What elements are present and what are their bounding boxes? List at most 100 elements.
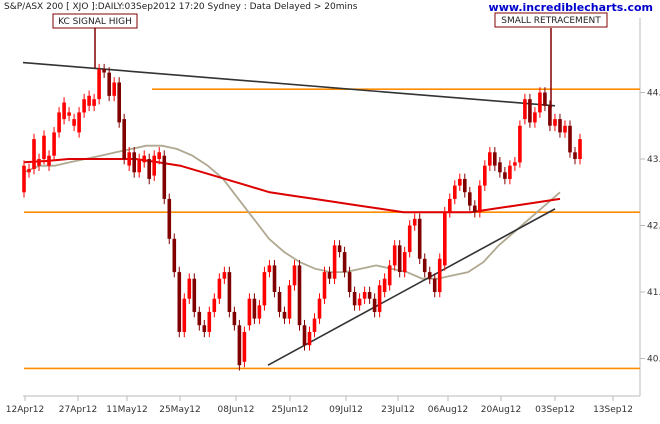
annotation-label: SMALL RETRACEMENT [501,16,601,26]
candle-body [368,292,372,299]
candle-body [488,152,492,165]
candle-body [163,156,167,199]
candle-body [137,159,141,172]
candle-body [553,119,557,126]
candle-body [478,186,482,213]
horizontal-levels [24,89,640,368]
x-tick-label: 06Aug12 [428,405,468,415]
candle-body [102,69,106,72]
candle-body [308,332,312,345]
candle-body [183,299,187,332]
instrument-header: S&P/ASX 200 [ XJO ]:DAILY:03Sep2012 17:2… [4,2,358,12]
candle-body [393,245,397,265]
candle-body [42,136,46,159]
candle-body [67,112,71,115]
candle-body [27,169,31,172]
candle-body [92,99,96,106]
y-axis-ticks: 44.00 43.00 42.00 41.00 40.00 [640,89,660,365]
x-tick-label: 20Aug12 [481,405,521,415]
candle-body [578,139,582,159]
candle-body [288,285,292,318]
candle-body [573,152,577,159]
candle-body [157,152,161,159]
y-tick-label: 41.00 [647,288,660,298]
candle-body [147,159,151,179]
candle-body [498,162,502,172]
brand-link[interactable]: www.incrediblecharts.com [489,1,653,14]
candle-body [388,265,392,285]
candle-body [203,325,207,332]
candle-body [533,112,537,122]
trend-line [23,63,555,106]
candle-body [97,69,101,99]
candle-body [258,305,262,318]
candle-body [313,319,317,332]
kc-signal-high-annotation: KC SIGNAL HIGH [53,14,137,68]
candle-body [528,99,532,122]
candle-body [22,166,26,193]
candle-body [193,279,197,312]
candle-body [303,325,307,345]
candle-body [513,162,517,165]
candle-body [32,139,36,169]
candle-body [293,265,297,285]
y-tick-label: 43.00 [647,155,660,165]
y-tick-label: 40.00 [647,355,660,365]
candle-body [413,219,417,226]
candle-body [273,265,277,292]
candle-body [168,199,172,239]
x-tick-label: 09Jul12 [329,405,363,415]
candle-body [57,112,61,132]
candle-body [278,292,282,312]
candle-body [82,99,86,112]
candle-body [433,279,437,292]
candle-body [218,279,222,299]
candle-body [47,156,51,166]
candle-body [403,252,407,272]
candle-body [438,259,442,292]
candle-body [383,279,387,292]
candle-body [458,179,462,186]
candle-body [208,312,212,332]
candle-body [248,299,252,326]
candle-body [343,252,347,272]
candle-body [448,199,452,212]
candle-body [508,166,512,179]
candle-body [518,126,522,163]
candle-body [558,119,562,132]
candle-body [152,156,156,176]
candle-body [112,83,116,96]
candle-body [483,166,487,186]
candle-body [198,312,202,325]
candle-body [132,152,136,172]
x-axis-ticks: 12Apr12 27Apr12 11May12 25May12 08Jun12 25Jun… [6,396,633,415]
candle-body [503,172,507,179]
candle-body [243,332,247,362]
candle-body [418,219,422,259]
candle-body [328,272,332,279]
candle-body [463,179,467,192]
x-tick-label: 08Jun12 [218,405,255,415]
candle-body [568,126,572,153]
candle-body [52,132,56,155]
x-tick-label: 11May12 [106,405,148,415]
x-tick-label: 12Apr12 [6,405,44,415]
candle-body [443,212,447,265]
candle-body [338,245,342,252]
candle-body [358,299,362,306]
candle-body [253,299,257,319]
candle-body [37,159,41,166]
candle-body [142,156,146,163]
candle-body [548,106,552,126]
y-tick-label: 42.00 [647,222,660,232]
candle-body [72,119,76,126]
candle-body [117,83,121,123]
candlesticks [22,64,582,371]
small-retracement-annotation: SMALL RETRACEMENT [495,13,607,108]
candle-body [268,265,272,272]
candle-body [423,259,427,272]
candle-body [353,292,357,305]
candle-body [223,272,227,279]
